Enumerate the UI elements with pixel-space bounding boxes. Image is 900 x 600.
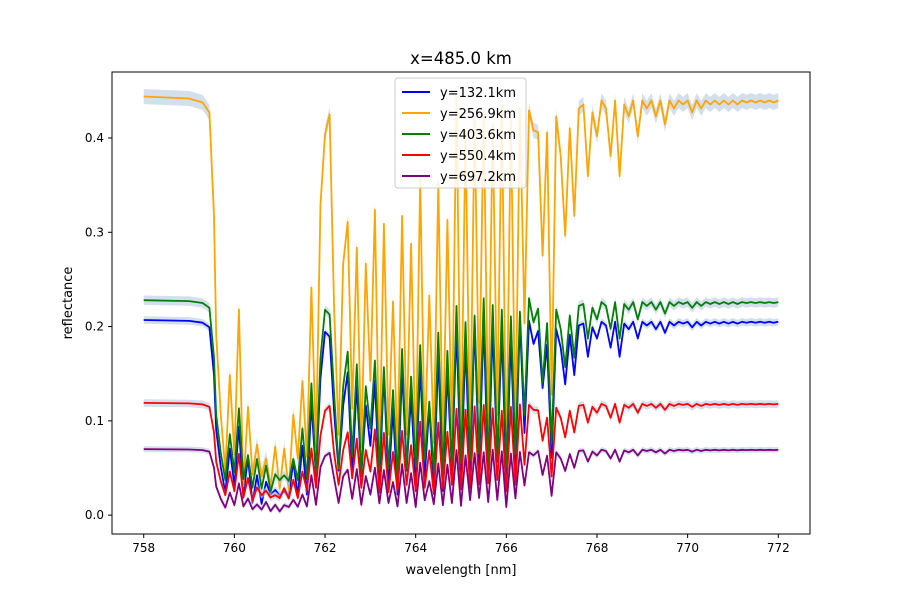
x-tick-label: 766	[495, 541, 518, 555]
plot-frame	[111, 71, 811, 535]
y-tick-label: 0.1	[85, 414, 104, 428]
legend: y=132.1km y=256.9km y=403.6km y=550.4km y=69…	[394, 77, 527, 189]
x-tick-label: 764	[404, 541, 427, 555]
x-tick-label: 762	[314, 541, 337, 555]
y-tick-label: 0.0	[85, 508, 104, 522]
y-tick-label: 0.4	[85, 131, 104, 145]
legend-label: y=550.4km	[440, 149, 516, 164]
y-tick-label: 0.2	[85, 320, 104, 334]
y-axis: 0.0 0.1 0.2 0.3 0.4	[85, 131, 112, 522]
chart-title: x=485.0 km	[410, 49, 512, 68]
legend-label: y=256.9km	[440, 107, 516, 122]
x-axis: 758 760 762 764 766 768 770 772	[132, 534, 790, 555]
x-tick-label: 770	[676, 541, 699, 555]
x-tick-label: 760	[223, 541, 246, 555]
x-axis-label: wavelength [nm]	[406, 563, 517, 578]
series-line	[143, 297, 779, 493]
legend-label: y=403.6km	[440, 128, 516, 143]
plot-area	[111, 71, 811, 535]
x-tick-label: 768	[586, 541, 609, 555]
legend-label: y=697.2km	[440, 170, 516, 185]
series-band	[143, 399, 779, 505]
series-line	[143, 402, 779, 502]
series-line	[143, 448, 779, 513]
y-tick-label: 0.3	[85, 225, 104, 239]
legend-box	[394, 77, 527, 189]
x-tick-label: 772	[767, 541, 790, 555]
y-axis-label: reflectance	[61, 267, 76, 340]
x-tick-label: 758	[132, 541, 155, 555]
series-layer	[143, 89, 779, 515]
legend-label: y=132.1km	[440, 86, 516, 101]
series-line	[143, 95, 779, 492]
